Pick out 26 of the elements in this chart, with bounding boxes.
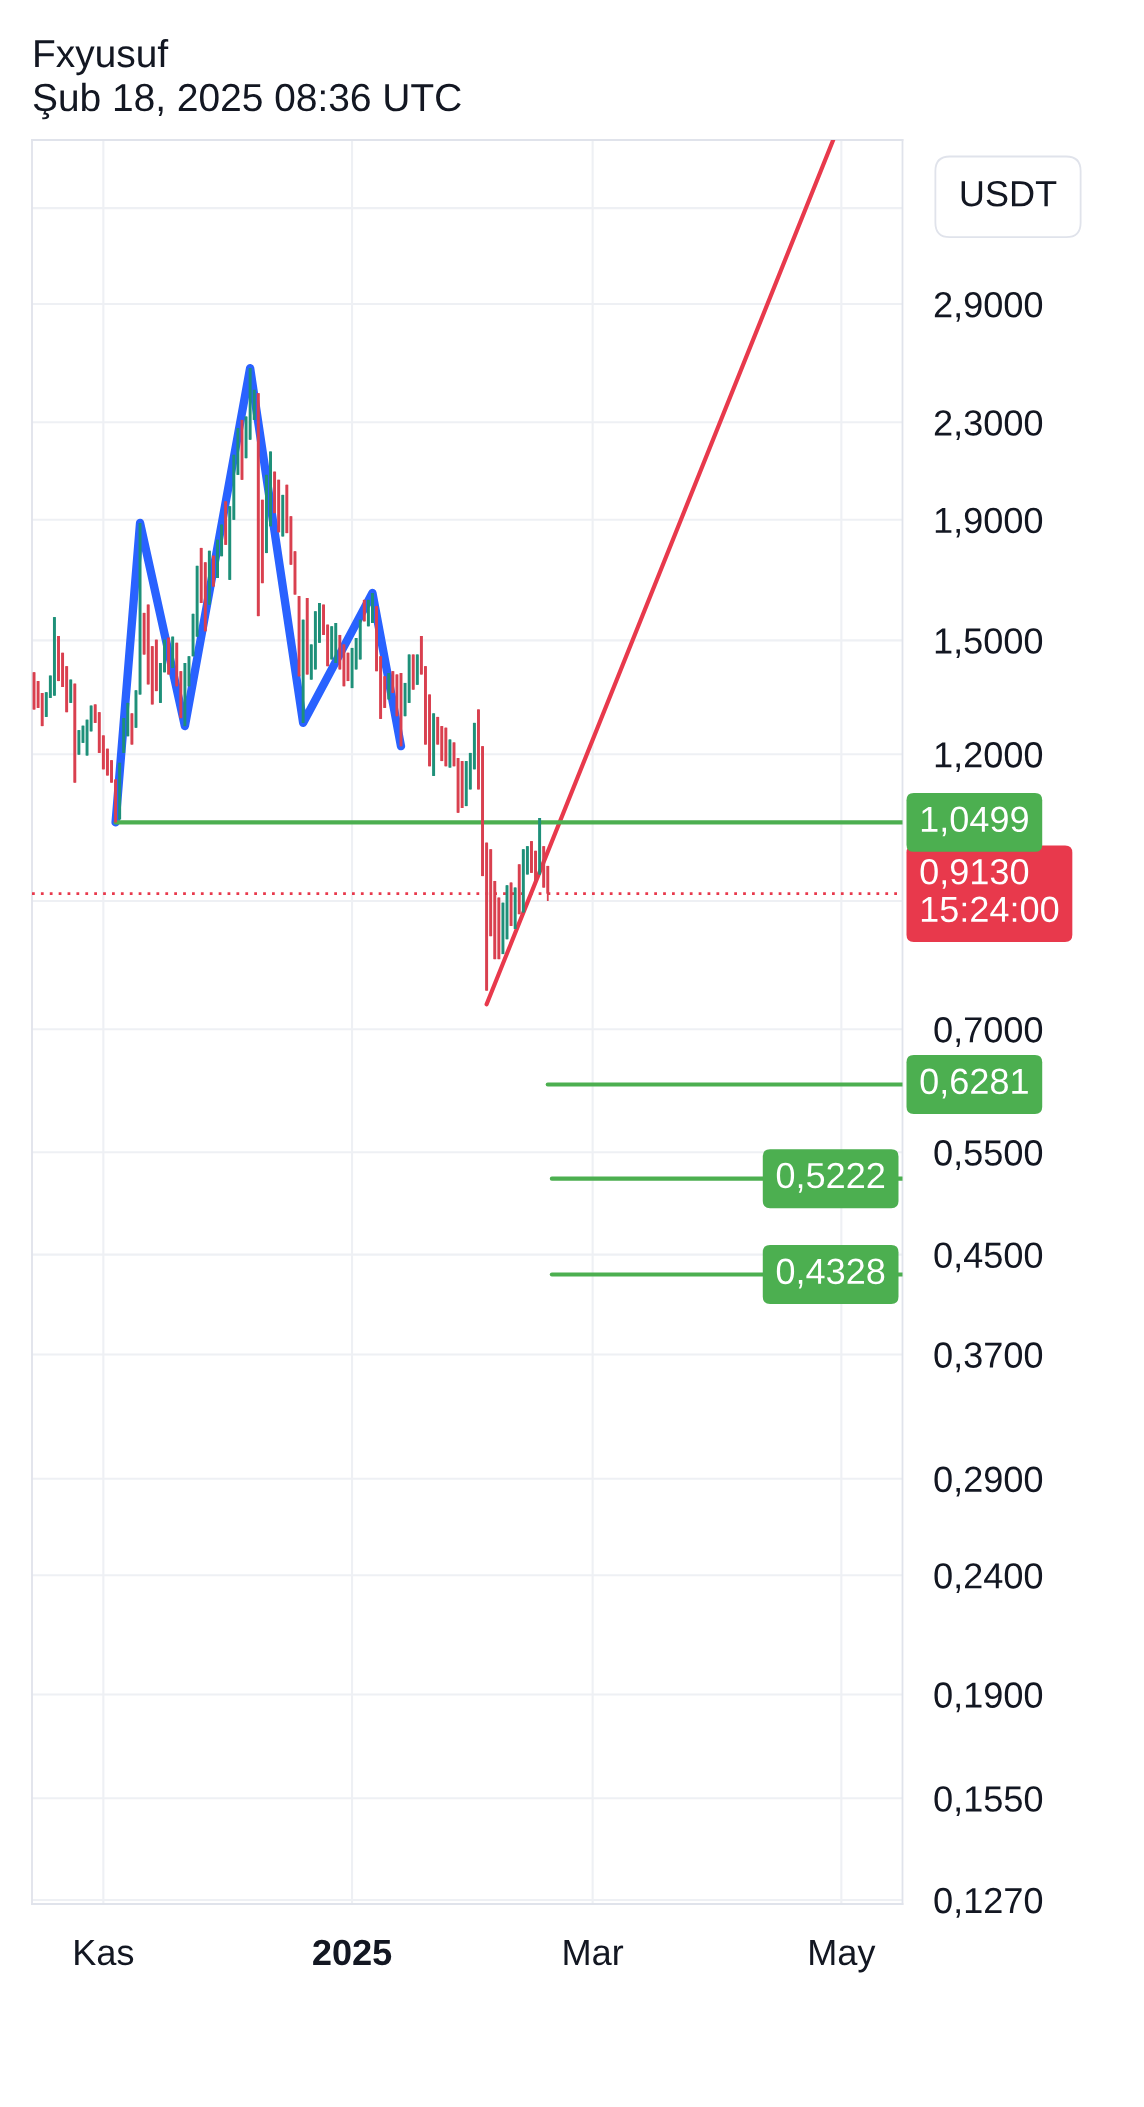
y-tick-label: 0,1550 [934,1786,1043,1817]
x-tick-label: 2025 [313,1939,392,1966]
x-tick-label: May [810,1940,876,1973]
y-tick-label: 0,3700 [934,1342,1043,1373]
y-tick-label: 2,3000 [934,410,1043,441]
ref-line-label: 0,9130 15:24:00 [920,858,1059,923]
chart-subtitle: Şub 18, 2025 08:36 UTC [33,82,461,120]
y-tick-label: 1,5000 [935,628,1043,659]
chart-title: Fxyusuf [35,38,169,76]
y-tick-label: 0,1900 [934,1682,1043,1713]
y-tick-label: 0,5500 [934,1140,1043,1170]
y-tick-label: 0,7000 [934,1017,1043,1047]
data-label: 0,6281 [920,1068,1028,1099]
y-axis-title: USDT [961,180,1057,207]
data-label: 0,4328 [776,1258,885,1289]
y-tick-label: 0,2900 [934,1466,1043,1497]
y-tick-label: 2,9000 [934,291,1043,322]
y-tick-label: 0,1270 [934,1887,1043,1918]
x-tick-label: Kas [75,1940,134,1966]
y-tick-label: 0,2400 [934,1563,1043,1593]
x-tick-label: Mar [564,1940,624,1966]
y-tick-label: 1,2000 [935,742,1043,772]
data-label: 1,0499 [921,806,1028,837]
y-tick-label: 0,4500 [934,1242,1043,1273]
y-tick-label: 1,9000 [935,507,1043,538]
data-label: 0,5222 [776,1162,885,1193]
